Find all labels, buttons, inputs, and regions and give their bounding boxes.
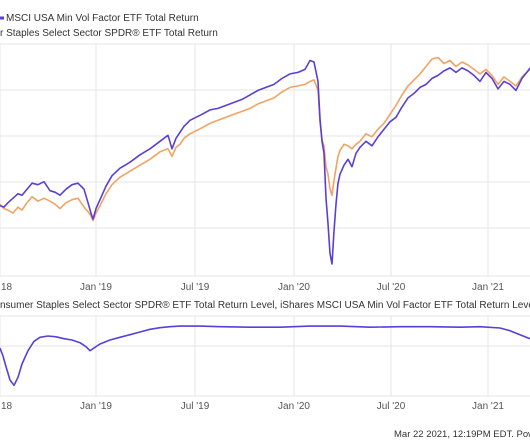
x-tick-label-0: 18 — [1, 282, 13, 293]
bottom-x-axis: 18 Jan '19 Jul '19 Jan '20 Jul '20 Jan '21 — [1, 401, 504, 412]
bottom-series — [0, 325, 530, 387]
legend-label-1: r Staples Select Sector SPDR® ETF Total … — [0, 28, 218, 39]
legend: MSCI USA Min Vol Factor ETF Total Return… — [0, 13, 218, 39]
x-tick-label-4: Jul '20 — [377, 401, 406, 412]
x-tick-label-2: Jul '19 — [181, 401, 210, 412]
bottom-grid — [0, 315, 530, 397]
x-tick-label-5: Jan '21 — [472, 401, 504, 412]
x-tick-label-1: Jan '19 — [80, 282, 112, 293]
top-series — [0, 56, 530, 265]
legend-label-0: MSCI USA Min Vol Factor ETF Total Return — [6, 13, 199, 24]
bottom-chart-title: nsumer Staples Select Sector SPDR® ETF T… — [0, 300, 530, 311]
top-chart: 18 Jan '19 Jul '19 Jan '20 Jul '20 Jan '21 — [0, 43, 530, 293]
top-x-axis: 18 Jan '19 Jul '19 Jan '20 Jul '20 Jan '21 — [1, 282, 504, 293]
x-tick-label-1: Jan '19 — [80, 401, 112, 412]
x-tick-label-0: 18 — [1, 401, 13, 412]
x-tick-label-2: Jul '19 — [181, 282, 210, 293]
x-tick-label-4: Jul '20 — [377, 282, 406, 293]
x-tick-label-5: Jan '21 — [472, 282, 504, 293]
series-line-1 — [0, 56, 530, 222]
x-tick-label-3: Jan '20 — [278, 282, 310, 293]
footer-timestamp: Mar 22 2021, 12:19PM EDT. Powered by Y — [394, 429, 530, 440]
series-line-0 — [0, 59, 530, 265]
bottom-chart: nsumer Staples Select Sector SPDR® ETF T… — [0, 300, 530, 412]
top-grid — [0, 43, 530, 277]
x-tick-label-3: Jan '20 — [278, 401, 310, 412]
series-line-0 — [0, 325, 530, 387]
